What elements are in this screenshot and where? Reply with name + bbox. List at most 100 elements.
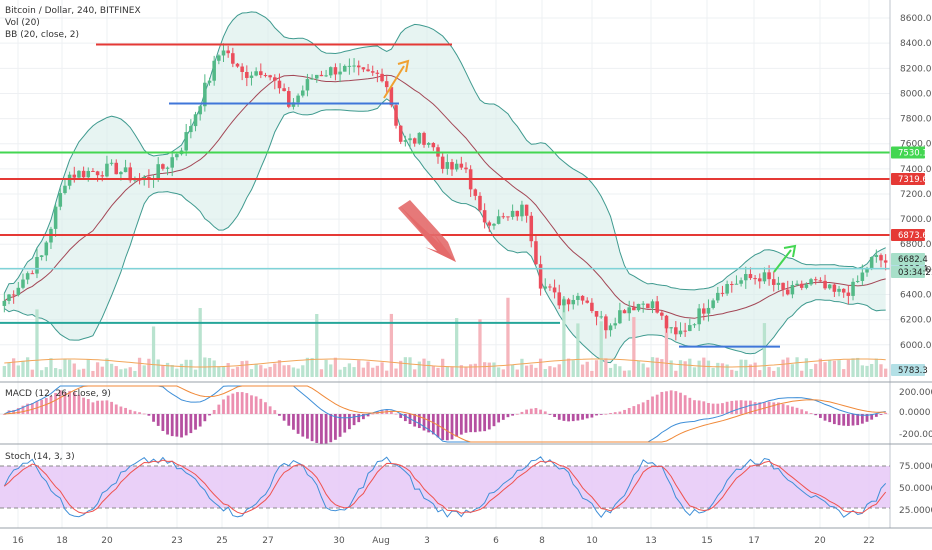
candle-body <box>641 303 645 305</box>
macd-histogram-bar <box>21 405 25 414</box>
macd-histogram-bar <box>837 414 841 426</box>
candle-body <box>333 67 338 75</box>
macd-histogram-bar <box>394 413 398 415</box>
volume-bar <box>818 358 823 377</box>
macd-histogram-bar <box>278 414 281 416</box>
candle-body <box>734 283 739 285</box>
candle-body <box>865 269 869 273</box>
candle-body <box>380 73 384 82</box>
macd-histogram-bar <box>772 402 776 414</box>
macd-histogram-bar <box>716 403 720 414</box>
macd-histogram-bar <box>315 414 319 443</box>
volume-bar <box>394 368 398 377</box>
candle-body <box>193 114 198 127</box>
volume-bar <box>632 317 636 377</box>
volume-bar <box>133 370 137 377</box>
volume-bar <box>147 358 151 377</box>
orange-arrow-line <box>383 65 405 99</box>
volume-bar <box>21 360 25 377</box>
volume-bar <box>81 368 86 377</box>
macd-histogram-bar <box>618 411 622 414</box>
macd-histogram-bar <box>63 392 67 414</box>
macd-histogram-bar <box>208 414 211 416</box>
macd-histogram-bar <box>128 409 132 414</box>
candle-body <box>67 174 72 186</box>
macd-histogram-bar <box>571 414 575 422</box>
macd-histogram-bar <box>170 414 174 437</box>
candle-body <box>757 278 762 282</box>
macd-tick-label: -200.0000 <box>899 430 932 440</box>
macd-histogram-bar <box>818 414 822 418</box>
macd-histogram-bar <box>506 414 510 418</box>
volume-bar <box>310 357 314 377</box>
macd-histogram-bar <box>520 411 524 414</box>
macd-histogram-bar <box>133 411 137 414</box>
volume-bar <box>753 362 757 377</box>
macd-histogram-bar <box>804 411 808 414</box>
volume-bar <box>259 365 263 377</box>
macd-histogram-bar <box>161 414 165 431</box>
volume-bar <box>49 358 53 377</box>
candle-body <box>226 50 230 54</box>
candle-body <box>2 300 7 306</box>
candle-body <box>622 310 627 314</box>
price-tick-label: 8000.0 <box>900 89 932 99</box>
volume-bar <box>725 364 729 377</box>
price-tick-label: 7600.0 <box>900 140 932 150</box>
macd-histogram-bar <box>96 400 99 414</box>
candle-body <box>161 164 165 169</box>
macd-histogram-bar <box>557 414 561 420</box>
volume-value-tag: 5783.3 <box>898 366 928 376</box>
candle-body <box>91 170 95 172</box>
macd-histogram-bar <box>352 414 356 426</box>
volume-bar <box>417 361 421 377</box>
bollinger-band-fill <box>4 11 886 363</box>
macd-histogram-bar <box>301 414 305 437</box>
candle-body <box>445 162 450 169</box>
macd-histogram-bar <box>114 404 118 414</box>
candle-body <box>324 75 328 77</box>
x-tick-label: 6 <box>493 536 499 546</box>
macd-histogram-bar <box>226 395 230 414</box>
macd-histogram-bar <box>604 413 608 415</box>
volume-bar <box>576 323 580 377</box>
candle-body <box>314 74 319 79</box>
candle-body <box>832 284 837 292</box>
macd-histogram-bar <box>758 402 762 414</box>
volume-bar <box>716 362 720 377</box>
price-tick-label: 6800.0 <box>900 240 932 250</box>
candle-body <box>184 132 188 151</box>
volume-bar <box>566 358 571 377</box>
candle-body <box>534 241 538 265</box>
volume-bar <box>445 366 449 377</box>
macd-histogram-bar <box>366 414 370 417</box>
macd-histogram-bar <box>194 414 197 430</box>
macd-histogram-bar <box>590 414 594 418</box>
macd-histogram-bar <box>338 414 342 437</box>
volume-bar <box>790 364 795 377</box>
volume-bar <box>795 357 799 377</box>
current-price-tag: 6682.4 <box>898 255 928 265</box>
candle-body <box>454 163 459 170</box>
candle-body <box>352 65 356 67</box>
candle-body <box>883 260 888 263</box>
macd-histogram-bar <box>777 402 780 414</box>
candle-body <box>487 222 492 226</box>
macd-histogram-bar <box>329 414 333 443</box>
candle-body <box>459 163 464 168</box>
candle-body <box>552 287 557 293</box>
x-tick-label: 8 <box>539 536 545 546</box>
candle-body <box>482 210 487 223</box>
volume-bar <box>627 370 631 377</box>
macd-histogram-bar <box>613 412 617 414</box>
volume-bar <box>184 359 188 377</box>
macd-histogram-bar <box>814 414 818 416</box>
volume-bar <box>674 370 678 377</box>
candle-body <box>207 80 212 83</box>
volume-bar <box>436 367 440 377</box>
volume-bar <box>352 367 356 377</box>
macd-histogram-bar <box>180 414 183 438</box>
macd-histogram-bar <box>40 399 44 414</box>
volume-bar <box>506 297 510 377</box>
volume-bar <box>758 370 762 377</box>
